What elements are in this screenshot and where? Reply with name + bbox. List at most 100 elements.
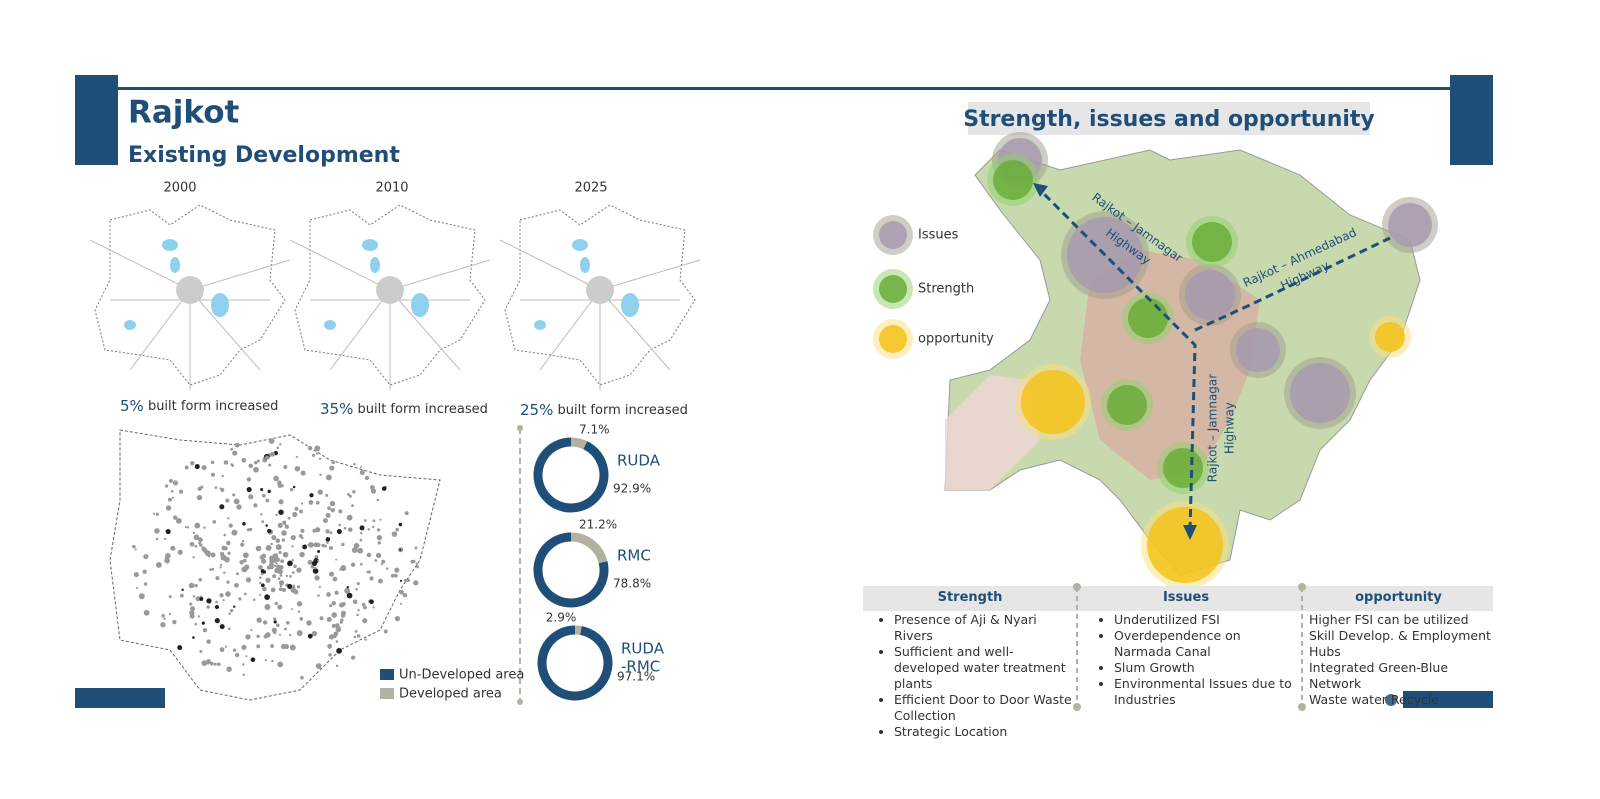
bubble bbox=[1236, 328, 1280, 372]
built-dot bbox=[212, 520, 217, 524]
built-dot bbox=[138, 593, 145, 600]
built-dot bbox=[253, 503, 258, 508]
built-dot bbox=[168, 612, 172, 616]
built-dot bbox=[311, 630, 318, 637]
built-dot bbox=[331, 601, 336, 606]
built-dot bbox=[299, 509, 303, 514]
built-dot bbox=[314, 554, 319, 559]
built-dot bbox=[170, 489, 174, 493]
built-dot bbox=[234, 442, 240, 448]
built-dot bbox=[279, 574, 283, 577]
built-dot bbox=[315, 452, 319, 455]
built-dot bbox=[245, 655, 248, 658]
built-dot bbox=[261, 583, 265, 588]
built-dot bbox=[271, 535, 277, 541]
sio-title: Strength, issues and opportunity bbox=[963, 107, 1375, 132]
built-dot bbox=[259, 593, 262, 596]
built-dot bbox=[357, 547, 363, 554]
built-dot bbox=[394, 567, 400, 573]
road-jamnagar bbox=[1038, 188, 1197, 531]
built-dot bbox=[329, 500, 336, 507]
built-dot bbox=[259, 581, 262, 585]
built-dot bbox=[225, 645, 228, 648]
list-item: Integrated Green-Blue Network bbox=[1309, 660, 1449, 691]
built-dot bbox=[278, 509, 284, 515]
built-dot bbox=[319, 473, 322, 476]
donut-label: 2.9% bbox=[546, 611, 577, 625]
built-dot bbox=[272, 574, 277, 579]
built-dot bbox=[172, 619, 177, 625]
built-dot bbox=[292, 511, 298, 518]
built-dot bbox=[165, 505, 172, 511]
built-dot bbox=[197, 486, 202, 491]
built-dot bbox=[391, 531, 398, 537]
right-block bbox=[1450, 75, 1493, 165]
built-dot bbox=[403, 579, 407, 583]
built-dot bbox=[329, 531, 333, 535]
built-dot bbox=[327, 506, 331, 511]
built-dot bbox=[307, 543, 310, 547]
built-dot bbox=[276, 564, 281, 569]
table-header-band bbox=[863, 586, 1493, 611]
built-dot bbox=[343, 526, 347, 530]
built-dot bbox=[278, 587, 283, 592]
built-dot bbox=[309, 493, 314, 498]
built-dot bbox=[177, 549, 183, 555]
built-dot bbox=[402, 592, 408, 598]
donut-segment bbox=[533, 532, 609, 608]
built-dot bbox=[192, 556, 195, 559]
built-dot bbox=[374, 559, 378, 562]
built-dot bbox=[210, 552, 216, 558]
built-dot bbox=[259, 576, 262, 579]
divider-end bbox=[1073, 703, 1081, 711]
logo bbox=[1385, 694, 1397, 706]
built-dot bbox=[172, 480, 179, 486]
divider-end bbox=[1073, 583, 1081, 591]
built-dot bbox=[336, 647, 342, 654]
built-dot bbox=[265, 498, 270, 503]
map-2025 bbox=[499, 204, 701, 390]
column-list: Higher FSI can be utilized Skill Develop.… bbox=[1309, 612, 1499, 708]
built-dot bbox=[279, 443, 282, 446]
built-dot bbox=[307, 633, 313, 639]
built-dot bbox=[276, 623, 280, 627]
built-dot bbox=[154, 528, 160, 534]
built-dot bbox=[164, 484, 169, 488]
built-dot bbox=[156, 561, 162, 568]
built-dot bbox=[171, 496, 175, 499]
built-dot bbox=[241, 539, 245, 543]
built-dot bbox=[206, 639, 211, 644]
legend-label: Un-Developed area bbox=[399, 668, 524, 683]
built-dot bbox=[299, 551, 305, 558]
built-dot bbox=[325, 537, 331, 542]
built-dot bbox=[243, 592, 247, 596]
built-dot bbox=[340, 565, 347, 572]
bottom-left-bar bbox=[75, 688, 165, 708]
built-dot bbox=[274, 601, 278, 606]
built-dot bbox=[269, 555, 274, 561]
built-dot bbox=[283, 643, 289, 650]
built-dot bbox=[223, 546, 228, 551]
built-dot bbox=[356, 581, 360, 586]
built-dot bbox=[232, 648, 237, 652]
built-dot bbox=[364, 475, 370, 481]
year-label: 2025 bbox=[574, 181, 607, 196]
column-list: Presence of Aji & Nyari RiversSufficient… bbox=[876, 612, 1076, 740]
donut-segment bbox=[570, 532, 608, 564]
built-dot bbox=[326, 592, 331, 597]
built-dot bbox=[202, 627, 208, 633]
built-dot bbox=[360, 466, 363, 469]
column-heading: Strength bbox=[937, 590, 1003, 605]
built-dot bbox=[194, 464, 200, 470]
built-dot bbox=[194, 545, 198, 548]
built-dot bbox=[164, 556, 170, 561]
built-dot bbox=[246, 487, 252, 493]
built-dot bbox=[369, 576, 374, 581]
map-legend-label: Issues bbox=[918, 228, 959, 243]
built-dot bbox=[215, 576, 220, 581]
built-dot bbox=[307, 445, 313, 451]
bubble bbox=[1388, 203, 1432, 247]
built-dot bbox=[206, 598, 212, 604]
list-item: Slum Growth bbox=[1114, 660, 1296, 676]
built-dot bbox=[352, 599, 358, 605]
